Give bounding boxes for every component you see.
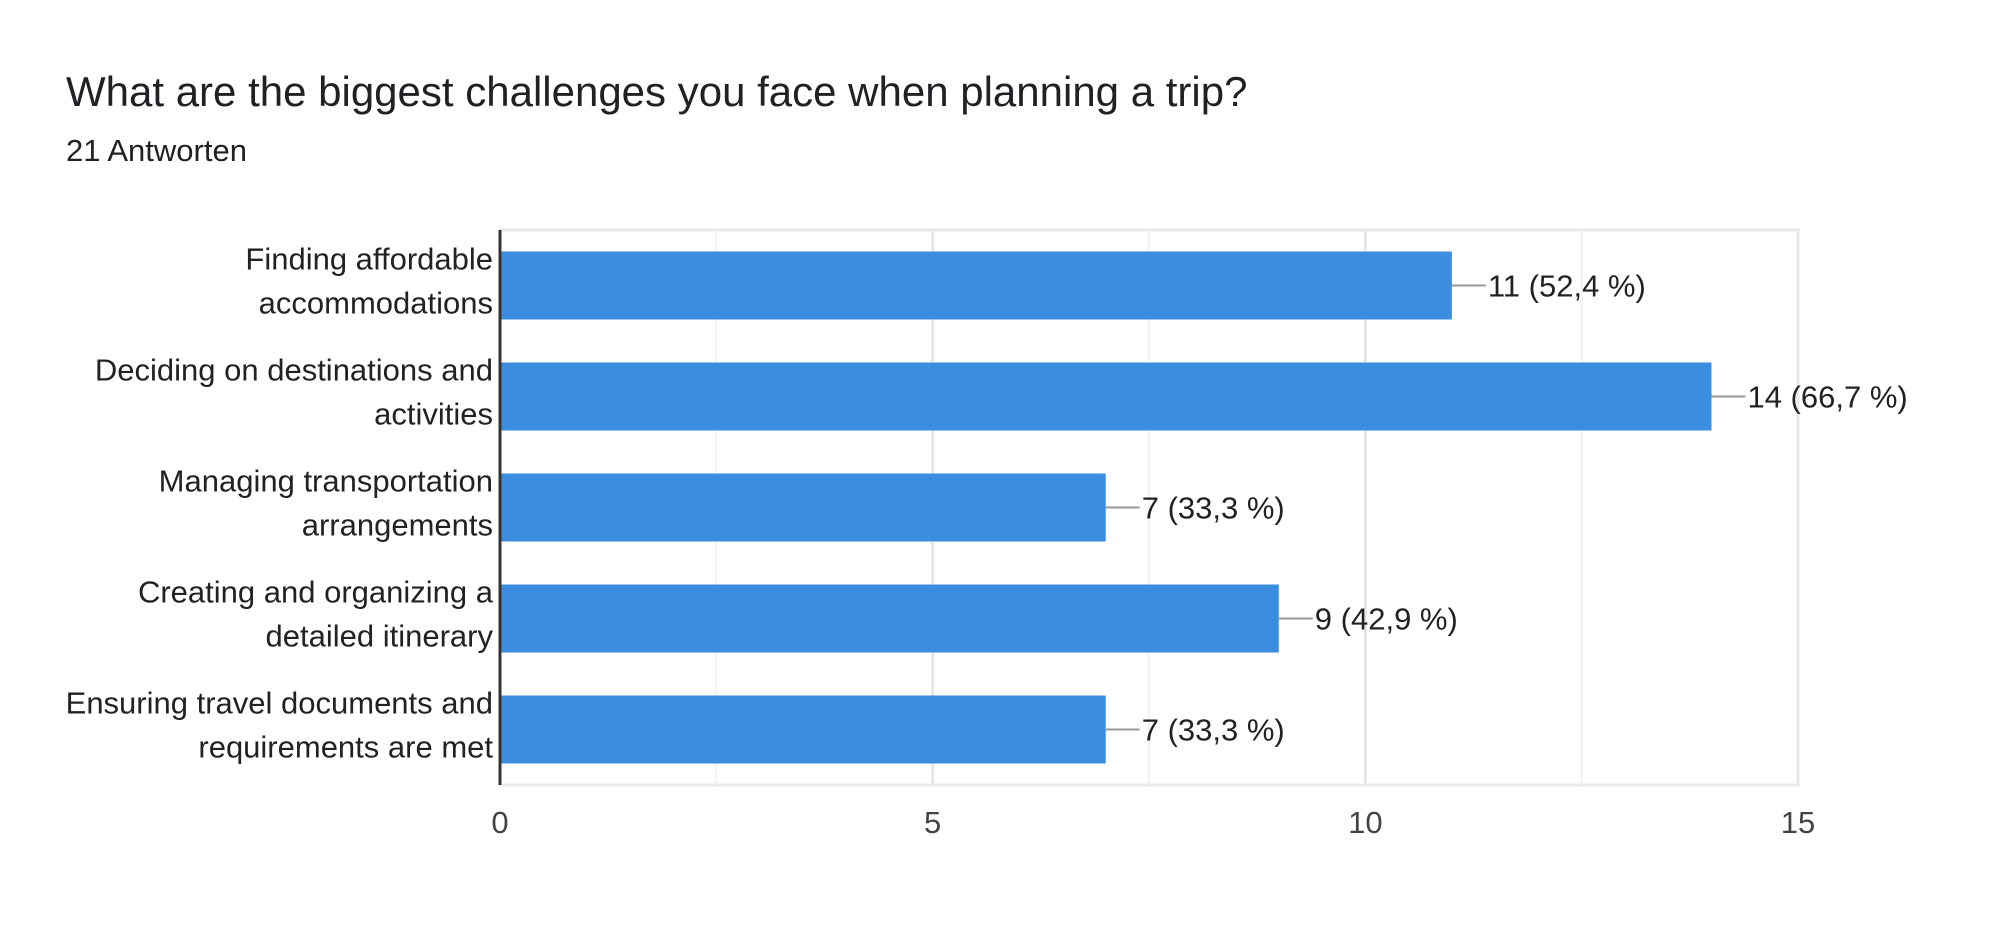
response-count: 21 Antworten bbox=[66, 133, 247, 168]
labels: 0 5 10 15 11 (52,4 %) Finding affordable accom… bbox=[66, 230, 1908, 840]
x-tick-label: 10 bbox=[1348, 805, 1382, 840]
bar[interactable] bbox=[500, 473, 1106, 542]
category-label: Managing transportation bbox=[159, 464, 493, 499]
bar[interactable] bbox=[500, 362, 1712, 431]
category-label: Ensuring travel documents and bbox=[66, 686, 493, 721]
bars bbox=[500, 251, 1712, 764]
category-label: Finding affordable bbox=[245, 242, 493, 277]
x-tick-label: 5 bbox=[924, 805, 941, 840]
category-label: accommodations bbox=[259, 286, 493, 321]
data-label: 14 (66,7 %) bbox=[1747, 380, 1907, 415]
data-label: 11 (52,4 %) bbox=[1488, 269, 1646, 304]
data-label: 9 (42,9 %) bbox=[1315, 602, 1458, 637]
category-label: arrangements bbox=[302, 508, 493, 543]
bar[interactable] bbox=[500, 695, 1106, 764]
bar[interactable] bbox=[500, 251, 1452, 320]
data-label: 7 (33,3 %) bbox=[1142, 713, 1285, 748]
category-label: Deciding on destinations and bbox=[95, 353, 493, 388]
x-tick-label: 0 bbox=[491, 805, 508, 840]
category-label: activities bbox=[374, 397, 493, 432]
category-label: detailed itinerary bbox=[266, 619, 494, 654]
category-label: requirements are met bbox=[198, 730, 493, 765]
bar[interactable] bbox=[500, 584, 1279, 653]
data-label: 7 (33,3 %) bbox=[1142, 491, 1285, 526]
x-tick-label: 15 bbox=[1781, 805, 1815, 840]
chart-title: What are the biggest challenges you face… bbox=[66, 68, 1248, 115]
category-label: Creating and organizing a bbox=[138, 575, 494, 610]
